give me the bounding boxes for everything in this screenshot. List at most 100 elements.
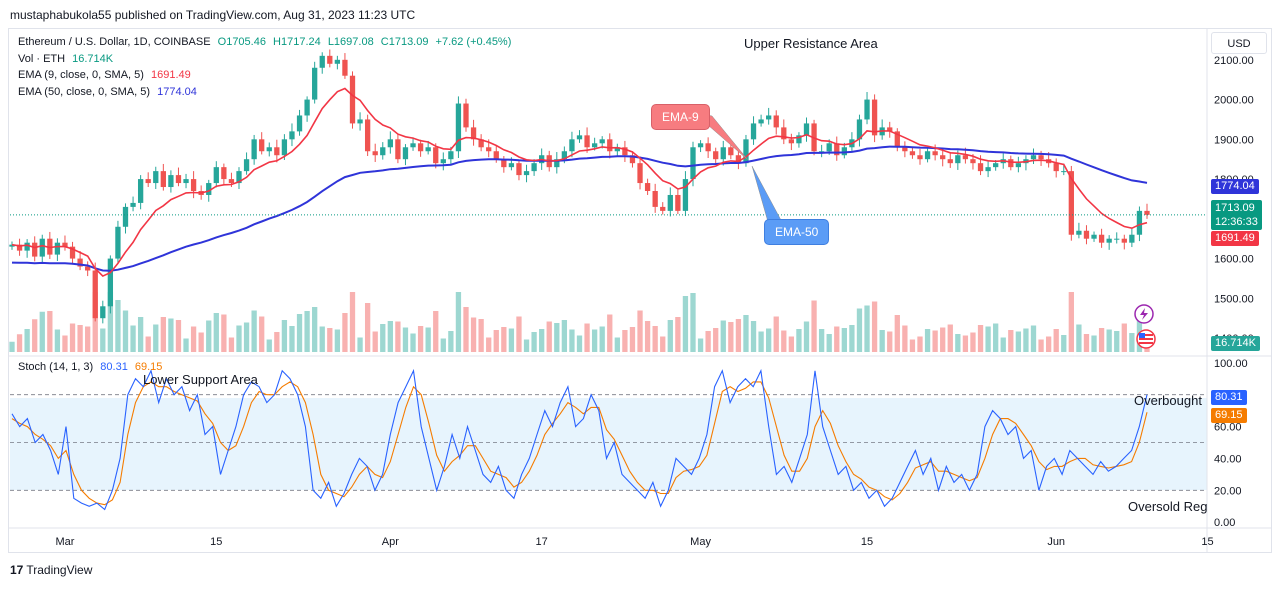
candle-body	[924, 151, 931, 160]
volume-bar	[266, 339, 272, 352]
volume-bar	[962, 335, 969, 352]
candle-body	[644, 183, 651, 191]
candle-body	[894, 131, 900, 148]
volume-bar	[380, 324, 386, 352]
price-tick-label: 2100.00	[1214, 55, 1254, 67]
candle-body	[682, 179, 689, 211]
legend-stoch-label: Stoch (14, 1, 3)	[18, 361, 94, 373]
volume-bar	[77, 325, 83, 352]
volume-bar	[342, 313, 348, 352]
candle-body	[281, 139, 288, 156]
volume-bar	[221, 314, 227, 352]
volume-bar	[516, 316, 522, 352]
legend-open: O1705.46	[217, 36, 266, 48]
volume-bar	[781, 330, 787, 352]
volume-bar	[47, 311, 53, 352]
volume-bar	[675, 317, 681, 352]
volume-bar	[924, 329, 931, 352]
volume-bar	[1091, 335, 1097, 352]
stoch-k-line	[11, 368, 1148, 511]
volume-bar	[871, 301, 878, 352]
candle-body	[478, 139, 484, 148]
legend-ema50-value: 1774.04	[157, 86, 197, 98]
legend-symbol-row[interactable]: Ethereum / U.S. Dollar, 1D, COINBASE O17…	[18, 36, 515, 48]
volume-bar	[100, 328, 106, 352]
volume-bar	[690, 293, 696, 352]
countdown-value: 12:36:33	[1215, 216, 1258, 228]
candle-body	[274, 147, 280, 156]
legend-vol-label: Vol · ETH	[18, 53, 66, 65]
volume-bar	[508, 328, 515, 352]
volume-bar	[932, 330, 938, 352]
candle-body	[183, 179, 189, 184]
volume-bar	[304, 311, 310, 352]
legend-ema9-row[interactable]: EMA (9, close, 0, SMA, 5) 1691.49	[18, 69, 195, 81]
volume-bar	[1030, 325, 1037, 352]
candle-body	[175, 175, 182, 184]
candle-body	[735, 155, 742, 164]
currency-button[interactable]: USD	[1211, 32, 1267, 54]
stoch-tick-label: 40.00	[1214, 453, 1242, 465]
volume-bar	[1015, 331, 1022, 352]
legend-symbol: Ethereum / U.S. Dollar, 1D, COINBASE	[18, 36, 211, 48]
volume-bar	[85, 326, 91, 352]
candle-body	[902, 147, 908, 152]
volume-bar	[584, 323, 590, 352]
volume-bar	[145, 336, 151, 352]
candle-body	[1068, 171, 1074, 235]
volume-bar	[39, 311, 45, 352]
candle-body	[637, 163, 643, 184]
candle-body	[599, 139, 605, 144]
legend-low: L1697.08	[327, 36, 374, 48]
candle-body	[728, 147, 734, 156]
legend-volume-row[interactable]: Vol · ETH 16.714K	[18, 53, 117, 65]
volume-bar	[372, 331, 378, 352]
candle-body	[977, 163, 984, 172]
candle-body	[395, 139, 401, 160]
volume-bar	[720, 320, 726, 352]
candle-body	[243, 159, 250, 172]
candle-body	[364, 119, 371, 152]
candle-body	[92, 270, 98, 319]
candle-body	[1129, 234, 1135, 243]
volume-bar	[644, 321, 651, 352]
volume-bar	[887, 331, 893, 352]
candle-body	[312, 67, 318, 100]
volume-bar	[818, 329, 825, 352]
candle-body	[319, 55, 325, 68]
tradingview-wordmark: TradingView	[26, 563, 93, 577]
legend-ema50-row[interactable]: EMA (50, close, 0, SMA, 5) 1774.04	[18, 86, 201, 98]
volume-bar	[168, 318, 174, 352]
legend-ema9-label: EMA (9, close, 0, SMA, 5)	[18, 69, 144, 81]
volume-bar	[198, 332, 204, 352]
chart-frame	[8, 28, 1272, 553]
volume-bar	[9, 341, 15, 352]
candle-body	[675, 194, 681, 211]
candle-body	[357, 119, 363, 124]
candle-body	[62, 242, 68, 247]
legend-stoch-row[interactable]: Stoch (14, 1, 3) 80.31 69.15	[18, 361, 166, 373]
volume-bar	[395, 321, 401, 352]
volume-bar	[879, 330, 885, 352]
volume-bar	[1121, 323, 1127, 352]
candle-body	[100, 306, 106, 319]
volume-bar	[62, 335, 68, 352]
candle-body	[531, 163, 537, 172]
candle-body	[993, 163, 999, 168]
price-tick-label: 2000.00	[1214, 95, 1254, 107]
time-tick-label: May	[690, 536, 711, 548]
candle-body	[448, 151, 454, 160]
ema9-price-tag: 1691.49	[1211, 231, 1259, 246]
ema50-callout: EMA-50	[764, 219, 830, 245]
candle-body	[160, 171, 166, 188]
volume-bar	[54, 329, 61, 352]
volume-bar	[1061, 335, 1067, 352]
candle-body	[1144, 210, 1150, 215]
tradingview-logo[interactable]: 17 TradingView	[10, 563, 92, 577]
volume-bar	[758, 331, 764, 352]
volume-bar	[523, 339, 530, 352]
volume-bar	[319, 326, 325, 352]
volume-bar	[947, 324, 953, 352]
candle-body	[32, 242, 38, 257]
